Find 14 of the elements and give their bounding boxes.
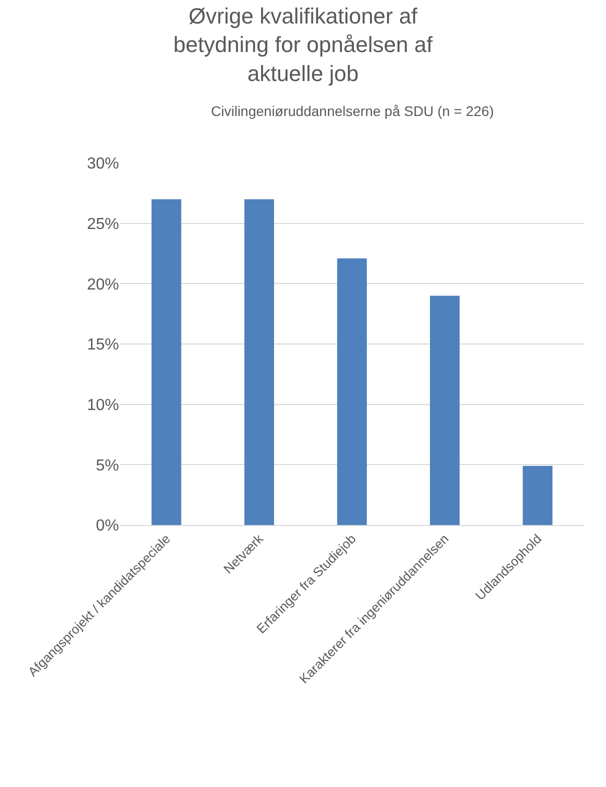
y-tick-label: 5%	[96, 457, 119, 474]
bar	[522, 466, 552, 525]
y-tick-label: 10%	[86, 396, 119, 414]
y-tick-label: 15%	[86, 336, 119, 354]
chart-title: Øvrige kvalifikationer af betydning for opnåelsen af aktuelle job	[173, 4, 434, 86]
bar	[152, 199, 182, 525]
y-tick-label: 0%	[96, 518, 119, 535]
bar	[337, 258, 367, 525]
y-tick-label: 25%	[86, 216, 119, 233]
y-tick-label: 20%	[86, 276, 119, 294]
chart-subtitle: Civilingeniøruddannelserne på SDU (n = 226)	[211, 103, 494, 119]
bar	[430, 296, 460, 525]
bar	[244, 199, 274, 525]
y-tick-label: 30%	[86, 156, 119, 173]
